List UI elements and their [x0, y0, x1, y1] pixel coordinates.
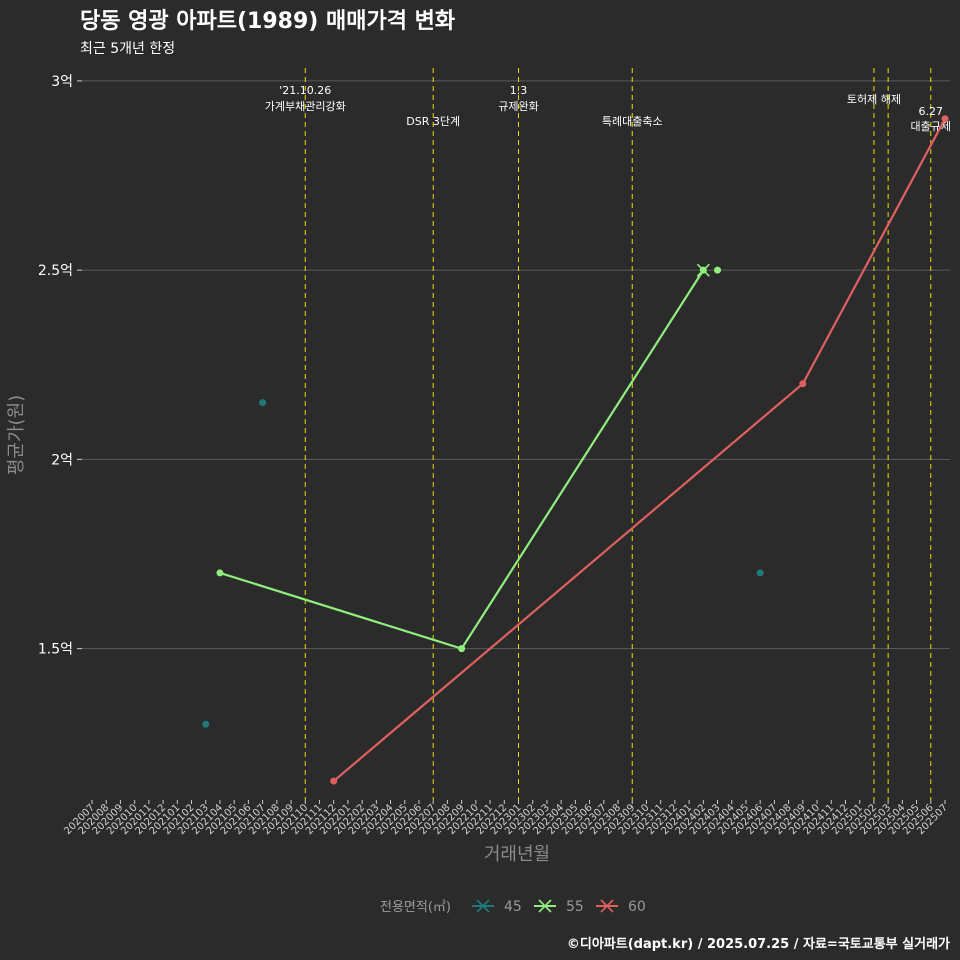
event-label: '21.10.26 [279, 84, 331, 97]
legend-label-60: 60 [628, 899, 646, 915]
y-tick-label: 2억 [51, 452, 73, 468]
legend-label-45: 45 [504, 899, 522, 915]
x-axis-title: 거래년월 [484, 844, 550, 865]
gridlines [82, 80, 950, 650]
legend-label-55: 55 [566, 899, 584, 915]
legend-swatch-cross-55 [538, 899, 552, 913]
event-label: 1.3 [510, 84, 528, 97]
event-label: 6.27 [919, 105, 944, 118]
x-axis-ticks: 2020072020082020092020102020112020122021… [62, 800, 950, 837]
data-point-45 [202, 720, 210, 728]
y-tick-label: 2.5억 [38, 263, 73, 279]
data-point-55 [714, 266, 722, 274]
legend: 전용면적(㎡) 45 55 60 [380, 899, 646, 915]
data-point-60 [799, 380, 807, 388]
cross-marker-55 [696, 263, 710, 277]
y-axis-ticks: 1.5억 2억 2.5억 3억 [38, 74, 82, 658]
chart-caption: ©디아파트(dapt.kr) / 2025.07.25 / 자료=국토교통부 실… [567, 936, 950, 952]
y-axis-title: 평균가(원) [6, 395, 27, 475]
data-point-60 [941, 115, 949, 123]
event-label: DSR 3단계 [406, 115, 460, 128]
data-point-55 [216, 569, 224, 577]
event-label: 토허제 해제 [847, 92, 901, 106]
series-layer [202, 115, 949, 785]
event-label: 특례대출축소 [602, 115, 663, 128]
data-point-60 [330, 777, 338, 785]
y-tick-label: 1.5억 [38, 642, 73, 658]
chart-title: 당동 영광 아파트(1989) 매매가격 변화 [80, 9, 455, 34]
legend-swatch-cross-60 [600, 899, 614, 913]
y-tick-label: 3억 [51, 74, 73, 90]
legend-title: 전용면적(㎡) [380, 900, 451, 915]
legend-swatch-cross-45 [476, 899, 490, 913]
event-label: 대출규제 [911, 120, 951, 133]
data-point-55 [458, 645, 466, 653]
chart-subtitle: 최근 5개년 한정 [80, 41, 175, 57]
event-label: 규제완화 [498, 100, 538, 113]
event-label: 가계부채관리강화 [265, 100, 346, 113]
data-point-45 [259, 399, 267, 407]
data-point-45 [756, 569, 764, 577]
